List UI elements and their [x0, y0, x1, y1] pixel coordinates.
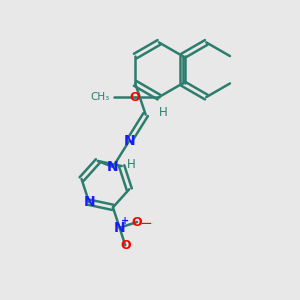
- Text: O: O: [132, 215, 142, 229]
- Text: CH₃: CH₃: [91, 92, 110, 102]
- Text: O: O: [120, 239, 130, 252]
- Text: N: N: [124, 134, 135, 148]
- Text: H: H: [126, 158, 135, 171]
- Text: N: N: [107, 160, 119, 174]
- Text: H: H: [158, 106, 167, 119]
- Text: N: N: [83, 195, 95, 209]
- Text: N: N: [114, 221, 125, 235]
- Text: −: −: [139, 216, 152, 231]
- Text: O: O: [130, 91, 140, 103]
- Text: +: +: [122, 216, 130, 226]
